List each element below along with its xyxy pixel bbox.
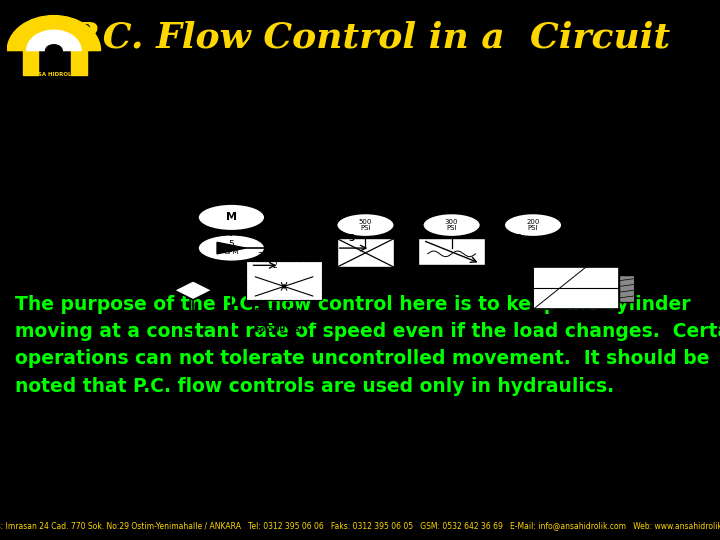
Bar [246,261,323,300]
Text: ANSA HIDROLIK: ANSA HIDROLIK [30,72,78,77]
Text: The purpose of the P.C. flow control here is to keep the cylinder
moving at a co: The purpose of the P.C. flow control her… [15,295,720,396]
Text: 3: 3 [295,235,302,244]
Circle shape [423,213,480,237]
Text: 200: 200 [526,219,540,225]
Text: 2: 2 [272,260,277,269]
Text: Rod Speed 19 Ft./Min.: Rod Speed 19 Ft./Min. [570,318,658,324]
Bar [418,239,485,265]
Text: Relief Valve: Relief Valve [256,307,312,316]
Text: 2: 2 [257,253,263,261]
Text: Piston: Piston [476,280,505,289]
Text: 3: 3 [559,234,564,244]
Bar [337,239,395,267]
Text: 3 in²: 3 in² [476,272,497,281]
Wedge shape [27,30,81,51]
Circle shape [337,213,395,237]
Text: P.C. Flow Control in a  Circuit: P.C. Flow Control in a Circuit [69,21,670,55]
Text: PSI: PSI [528,225,539,231]
Text: GPM: GPM [224,249,239,255]
Text: to 500 PSI: to 500 PSI [256,325,303,334]
Text: Area: Area [476,288,498,296]
Circle shape [198,235,265,261]
Text: 500: 500 [359,219,372,225]
Bar [619,275,648,302]
Circle shape [504,213,562,237]
Bar [23,49,38,75]
Text: Adres: Imrasan 24 Cad. 770 Sok. No:29 Ostim-Yenimahalle / ANKARA   Tel: 0312 395: Adres: Imrasan 24 Cad. 770 Sok. No:29 Os… [0,521,720,530]
Text: 300: 300 [445,219,459,225]
Text: 3: 3 [516,234,522,244]
Text: 5: 5 [228,240,234,249]
Text: Limiting Pressure: Limiting Pressure [256,316,339,325]
Wedge shape [7,16,101,51]
Text: PSI: PSI [360,225,371,231]
Bar [246,261,323,300]
Text: M: M [226,212,237,222]
Polygon shape [217,242,246,254]
Bar [533,267,619,309]
Circle shape [198,204,265,231]
Text: 2: 2 [272,302,277,310]
Text: PSI: PSI [446,225,457,231]
Bar [71,49,87,75]
Polygon shape [174,281,212,300]
Text: 3: 3 [348,234,354,244]
